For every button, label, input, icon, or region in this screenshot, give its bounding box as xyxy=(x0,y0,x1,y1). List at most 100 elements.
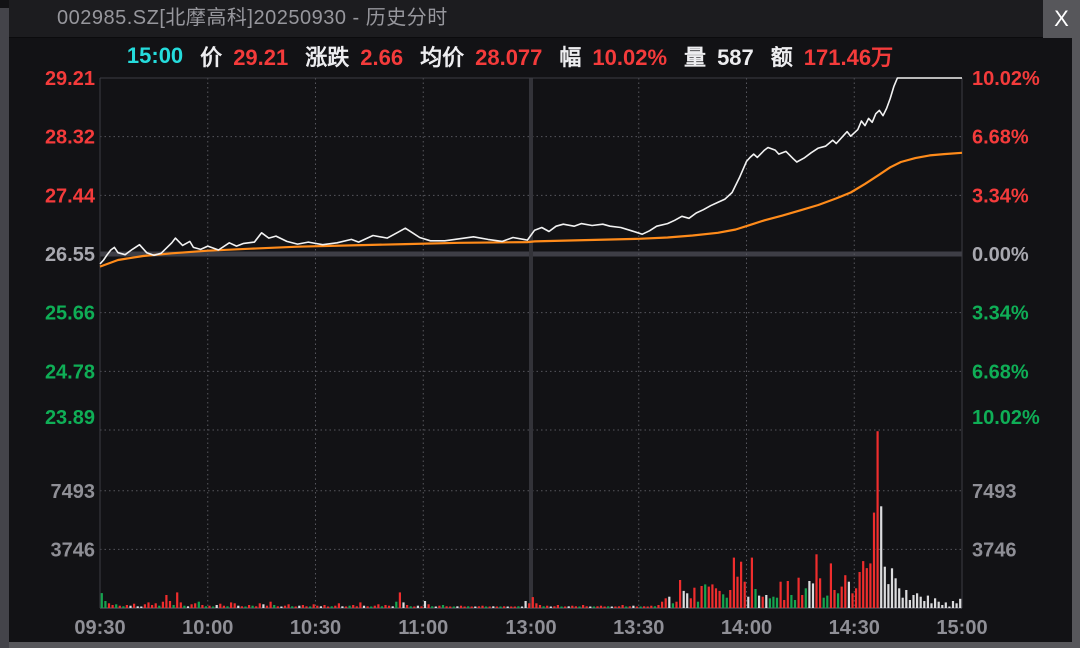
volume-bar xyxy=(204,606,208,608)
volume-bar xyxy=(894,578,897,608)
volume-bar xyxy=(718,590,721,608)
volume-bar xyxy=(761,596,764,608)
volume-bar xyxy=(826,595,829,608)
volume-bar xyxy=(653,606,656,608)
volume-bar xyxy=(758,595,761,608)
volume-bar xyxy=(528,603,531,608)
volume-bar xyxy=(477,606,480,608)
volume-bar xyxy=(111,605,114,608)
close-button[interactable]: X xyxy=(1043,0,1080,38)
volume-bar xyxy=(373,605,376,608)
volume-bar xyxy=(531,597,534,608)
quote-change: 涨跌 2.66 xyxy=(305,45,404,70)
volume-bar xyxy=(614,606,617,608)
volume-bar xyxy=(305,606,308,608)
percent-tick-label: 0.00% xyxy=(972,244,1029,266)
quote-time: 15:00 xyxy=(126,43,184,68)
volume-bar xyxy=(524,601,527,608)
volume-bar xyxy=(413,606,416,608)
price-line xyxy=(99,77,962,265)
volume-bar xyxy=(768,598,771,608)
volume-bar xyxy=(926,595,929,608)
volume-bar xyxy=(564,606,567,608)
volume-bar xyxy=(219,603,222,608)
volume-bar xyxy=(341,606,344,608)
volume-bar xyxy=(301,605,304,608)
volume-bar xyxy=(316,605,319,608)
volume-bar xyxy=(294,606,297,608)
volume-bar xyxy=(650,605,653,608)
price-tick-label: 23.89 xyxy=(45,407,95,429)
volume-bar xyxy=(370,606,373,608)
volume-bar xyxy=(377,604,380,608)
volume-bar xyxy=(607,606,610,608)
volume-bar xyxy=(775,597,779,608)
volume-bar xyxy=(499,606,502,608)
percent-tick-label: 3.34% xyxy=(972,185,1029,207)
volume-bar xyxy=(334,605,337,608)
volume-bar xyxy=(571,605,574,608)
price-tick-label: 24.78 xyxy=(45,361,95,383)
volume-bar xyxy=(851,593,854,608)
volume-bar xyxy=(689,598,692,608)
volume-bar xyxy=(628,606,631,608)
volume-bar xyxy=(635,606,639,608)
price-tick-label: 29.21 xyxy=(45,68,95,90)
volume-bar xyxy=(190,604,193,608)
info-bar: 15:00 价 29.21 涨跌 2.66 均价 28.077 幅 10.02% 量 58… xyxy=(0,41,1050,71)
volume-bar xyxy=(538,605,542,608)
volume-bar xyxy=(470,606,473,608)
volume-bar xyxy=(765,595,768,608)
volume-bar xyxy=(589,606,592,608)
volume-bar xyxy=(140,606,143,608)
volume-bar xyxy=(582,605,585,608)
time-tick-label: 10:30 xyxy=(290,617,341,639)
volume-bar xyxy=(352,605,355,608)
volume-bar xyxy=(406,605,409,608)
volume-bar xyxy=(165,595,168,608)
volume-bar xyxy=(944,602,947,608)
volume-bar xyxy=(790,595,793,608)
volume-bar xyxy=(908,600,911,608)
volume-bar xyxy=(330,606,333,608)
volume-bar xyxy=(858,572,861,608)
volume-bar xyxy=(955,603,958,608)
volume-bar xyxy=(212,606,215,608)
volume-bar xyxy=(459,605,463,608)
volume-bar xyxy=(657,605,660,608)
volume-bar xyxy=(829,563,832,608)
volume-bar xyxy=(811,583,815,608)
percent-tick-label: 10.02% xyxy=(972,68,1040,90)
volume-bar xyxy=(129,605,132,608)
percent-tick-label: 3.34% xyxy=(972,303,1029,325)
volume-bar xyxy=(546,605,549,608)
quote-avg-price: 均价 28.077 xyxy=(420,45,543,70)
volume-bar xyxy=(506,606,509,608)
volume-bar xyxy=(549,606,552,608)
volume-bar xyxy=(323,605,326,608)
window-frame-bottom xyxy=(9,642,1080,648)
volume-bar xyxy=(197,601,200,608)
volume-bar xyxy=(869,563,872,608)
volume-bar xyxy=(725,597,728,608)
volume-bar xyxy=(740,561,743,608)
volume-bar xyxy=(384,605,387,608)
volume-bar xyxy=(959,598,962,608)
time-tick-label: 13:00 xyxy=(505,617,556,639)
volume-bar xyxy=(434,606,437,608)
volume-bar xyxy=(438,605,441,608)
volume-bar xyxy=(679,580,682,608)
volume-bar xyxy=(585,606,588,608)
volume-bar xyxy=(398,592,401,608)
volume-bar xyxy=(273,605,276,608)
volume-bar xyxy=(298,605,301,608)
volume-bar xyxy=(262,604,265,608)
volume-bar xyxy=(639,606,642,608)
volume-bar xyxy=(115,604,118,608)
title-bar[interactable]: 002985.SZ[北摩高科]20250930 - 历史分时 xyxy=(9,0,1080,38)
volume-bar xyxy=(100,593,103,608)
volume-bar xyxy=(362,605,366,608)
volume-bar xyxy=(610,606,613,608)
